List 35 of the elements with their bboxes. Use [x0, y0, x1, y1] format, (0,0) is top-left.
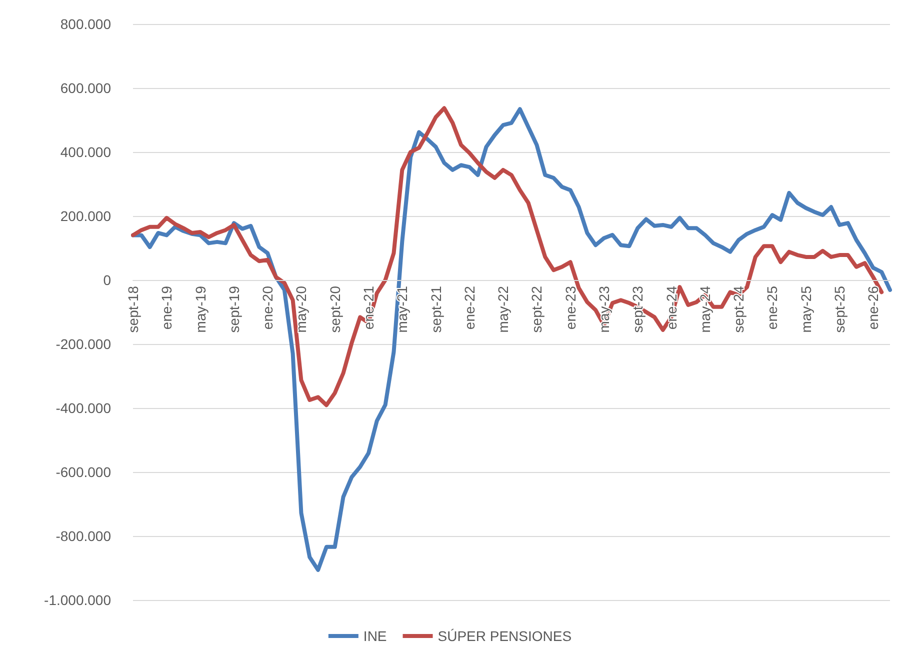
x-tick-label: ene-25: [764, 286, 780, 330]
y-tick-label: 600.000: [60, 80, 112, 96]
x-tick-label: ene-19: [158, 286, 175, 330]
x-tick-label: ene-24: [663, 286, 680, 330]
x-tick-label: sept-21: [428, 286, 444, 333]
x-tick-label: sept-19: [226, 286, 242, 333]
y-tick-label: -200.000: [56, 336, 112, 352]
y-tick-label: -600.000: [56, 464, 112, 480]
x-tick-label: may-21: [394, 286, 410, 333]
x-tick-label: sept-22: [528, 286, 545, 333]
y-tick-label: -800.000: [56, 528, 112, 544]
y-tick-label: 400.000: [60, 144, 112, 160]
legend-label: SÚPER PENSIONES: [438, 628, 572, 644]
x-tick-label: may-24: [696, 286, 713, 333]
legend-label: INE: [363, 628, 387, 644]
x-tick-label: ene-21: [360, 286, 377, 330]
x-tick-label: may-20: [293, 286, 310, 333]
y-tick-label: -1.000.000: [44, 592, 112, 608]
x-tick-label: sept-24: [730, 286, 747, 333]
x-tick-label: sept-18: [125, 286, 141, 333]
x-tick-label: may-25: [798, 286, 814, 333]
x-tick-label: ene-22: [461, 286, 478, 330]
x-tick-label: ene-20: [260, 286, 276, 330]
y-tick-label: 800.000: [60, 16, 112, 32]
y-tick-label: 0: [103, 272, 112, 288]
x-tick-label: may-23: [596, 286, 612, 333]
y-tick-label: -400.000: [56, 400, 112, 416]
x-tick-label: sept-23: [630, 286, 646, 333]
x-tick-label: may-22: [495, 286, 512, 333]
x-tick-label: may-19: [192, 286, 208, 333]
y-tick-label: 200.000: [60, 208, 112, 224]
x-tick-label: sept-25: [832, 286, 848, 333]
x-tick-label: ene-26: [865, 286, 882, 330]
x-tick-label: sept-20: [326, 286, 343, 333]
x-tick-label: ene-23: [562, 286, 578, 330]
